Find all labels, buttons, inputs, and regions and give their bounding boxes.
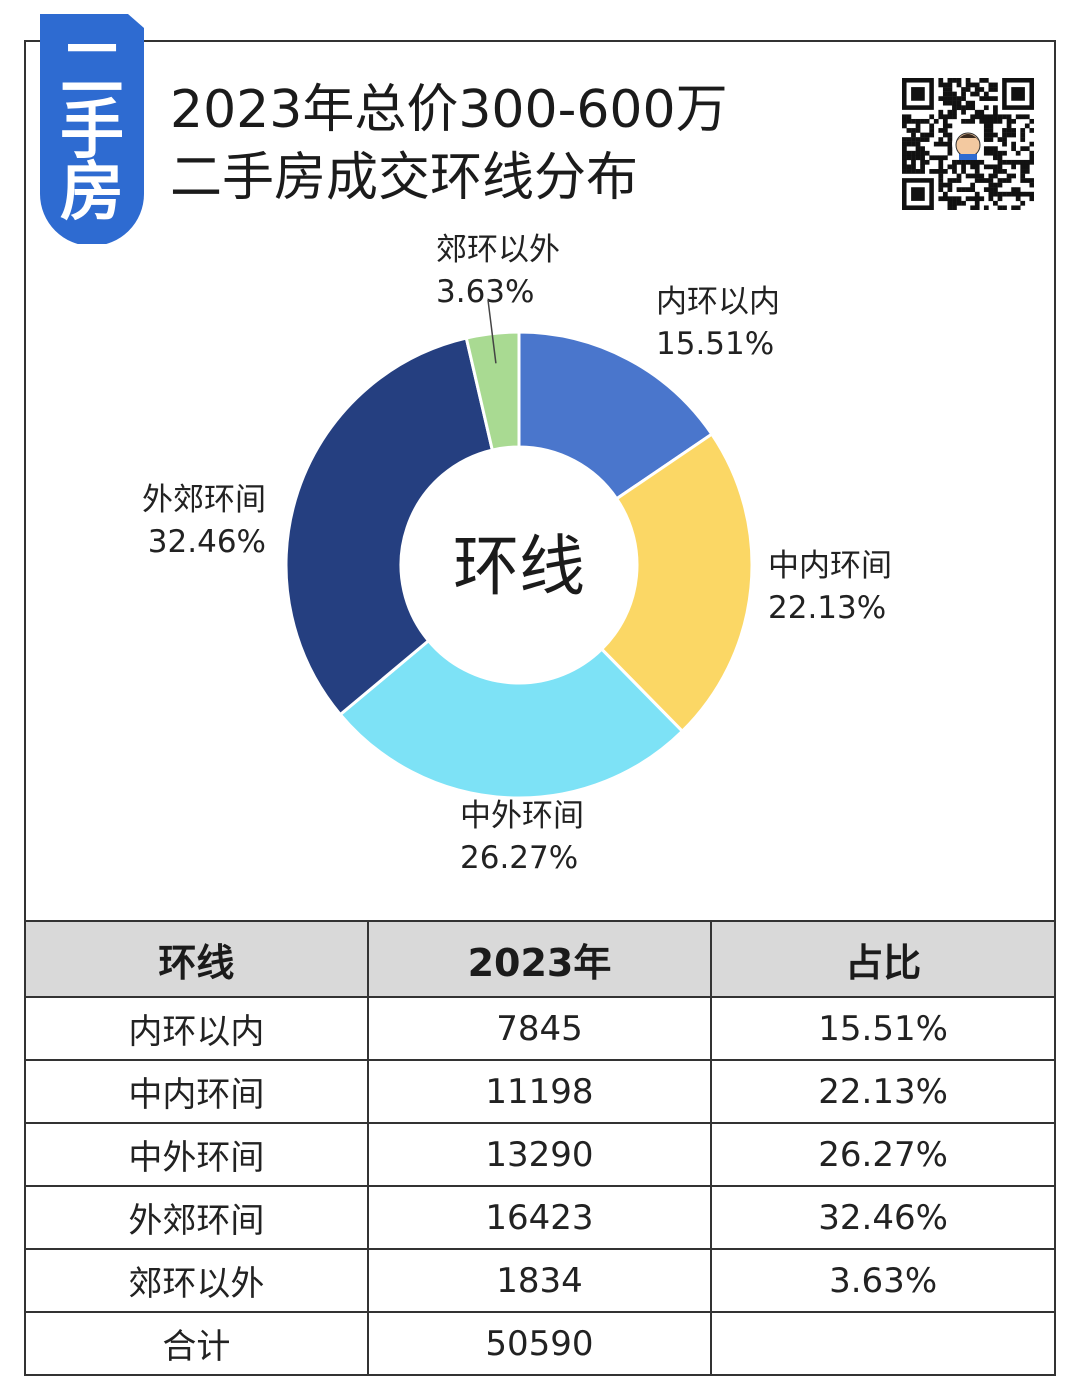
table-row-total: 合计 50590	[24, 1311, 1056, 1376]
category-badge: 二 手 房	[40, 14, 144, 246]
slice-value-label: 3.63%	[436, 274, 534, 310]
badge-char-2: 手	[60, 94, 124, 168]
donut-slice	[338, 638, 685, 800]
cell-share: 3.63%	[710, 1248, 1056, 1313]
cell-count: 50590	[366, 1311, 713, 1376]
table-row: 中外环间 13290 26.27%	[24, 1122, 1056, 1187]
cell-ring: 中外环间	[24, 1122, 369, 1187]
cell-count: 7845	[366, 996, 713, 1061]
ring-distribution-donut-chart: 内环以内 15.51% 中内环间 22.13% 中外环间 26.27% 外郊环间 32.46%…	[142, 232, 892, 876]
cell-ring: 内环以内	[24, 996, 369, 1061]
qr-code-icon	[902, 78, 1035, 211]
cell-share: 26.27%	[710, 1122, 1056, 1187]
leader-line	[487, 299, 497, 364]
donut-slice	[599, 432, 754, 734]
cell-ring: 合计	[24, 1311, 369, 1376]
donut-slice	[517, 330, 714, 501]
cell-count: 11198	[366, 1059, 713, 1124]
data-table: 环线 2023年 占比 内环以内 7845 15.51% 中内环间 11198 …	[24, 920, 1056, 1376]
slice-value-label: 26.27%	[460, 840, 578, 876]
cell-ring: 外郊环间	[24, 1185, 369, 1250]
table-row: 内环以内 7845 15.51%	[24, 996, 1056, 1061]
badge-char-3: 房	[60, 156, 124, 230]
title-line-1: 2023年总价300-600万	[170, 80, 728, 140]
page-title: 2023年总价300-600万 二手房成交环线分布	[170, 76, 728, 212]
slice-label: 中内环间 22.13%	[768, 548, 892, 626]
cell-share: 15.51%	[710, 996, 1056, 1061]
cell-ring: 郊环以外	[24, 1248, 369, 1313]
donut-slice	[464, 330, 521, 452]
cell-share	[710, 1311, 1056, 1376]
cell-count: 16423	[366, 1185, 713, 1250]
cell-count: 13290	[366, 1122, 713, 1187]
header-ring: 环线	[24, 920, 369, 998]
cell-share: 32.46%	[710, 1185, 1056, 1250]
table-header-row: 环线 2023年 占比	[24, 920, 1056, 998]
title-line-2: 二手房成交环线分布	[170, 148, 639, 208]
cell-ring: 中内环间	[24, 1059, 369, 1124]
slice-value-label: 15.51%	[656, 326, 774, 362]
slice-label: 外郊环间 32.46%	[142, 482, 266, 560]
table-row: 中内环间 11198 22.13%	[24, 1059, 1056, 1124]
badge-char-1: 二	[60, 32, 124, 106]
cell-share: 22.13%	[710, 1059, 1056, 1124]
header-year: 2023年	[366, 920, 713, 998]
table-row: 外郊环间 16423 32.46%	[24, 1185, 1056, 1250]
cell-count: 1834	[366, 1248, 713, 1313]
table-row: 郊环以外 1834 3.63%	[24, 1248, 1056, 1313]
slice-label: 中外环间 26.27%	[460, 798, 584, 876]
slice-label: 郊环以外 3.63%	[436, 232, 560, 310]
donut-slice	[284, 336, 495, 717]
slice-value-label: 22.13%	[768, 590, 886, 626]
header-share: 占比	[710, 920, 1056, 998]
slice-label: 内环以内 15.51%	[656, 284, 780, 362]
slice-value-label: 32.46%	[148, 524, 266, 560]
donut-center-label: 环线	[453, 528, 585, 605]
